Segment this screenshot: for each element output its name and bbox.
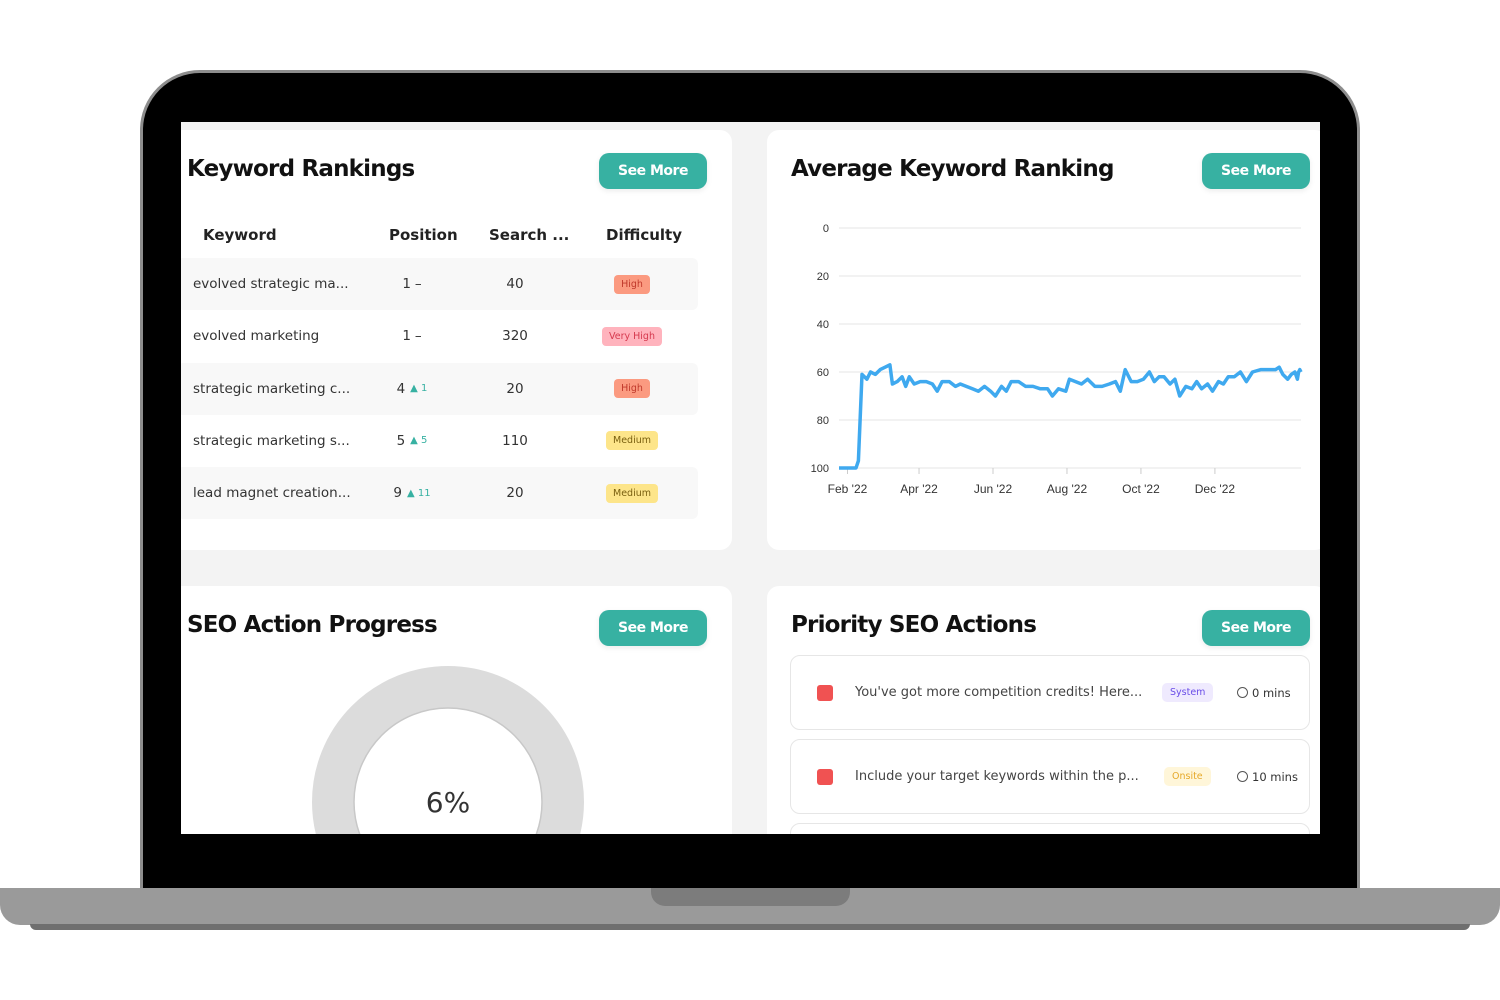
keyword-rankings-card: Keyword Rankings See More Keyword Positi… [181,130,732,550]
laptop-notch [651,888,850,906]
y-tick-label: 80 [817,415,829,427]
x-tick-label: Aug '22 [1047,482,1088,496]
action-tag: System [1162,683,1214,702]
search-volume-cell: 40 [506,276,524,292]
y-tick-label: 100 [811,463,829,475]
rank-up-indicator: ▲ 5 [410,435,428,447]
clock-icon [1237,771,1248,782]
position-cell: 1– [377,258,447,310]
rank-change: 11 [417,487,431,499]
average-ranking-chart: 0 20 40 60 80 100 Feb '22 Apr '22 Jun '22 Aug '22… [811,223,1303,496]
column-header-difficulty[interactable]: Difficulty [606,226,682,244]
difficulty-cell: Medium [577,467,687,519]
table-row[interactable]: evolved strategic ma... 1– 40 High [181,258,698,310]
column-header-keyword[interactable]: Keyword [203,226,277,244]
average-ranking-see-more-button[interactable]: See More [1202,153,1310,189]
column-header-search[interactable]: Search ... [489,226,570,244]
action-text: You've got more competition credits! Her… [855,685,1143,700]
seo-progress-card: SEO Action Progress See More 6% [181,586,732,834]
difficulty-cell: High [577,258,687,310]
search-volume-cell: 110 [502,432,528,449]
difficulty-cell: High [577,363,687,415]
progress-donut-track [312,666,584,834]
difficulty-badge: High [614,274,650,294]
action-tag: Onsite [1164,767,1211,786]
keyword-cell: strategic marketing s... [193,432,350,449]
difficulty-badge: Very High [602,326,662,346]
column-header-position[interactable]: Position [389,226,458,244]
action-time-text: 10 mins [1252,769,1298,784]
position-value: 5 [396,432,406,449]
action-text: Include your target keywords within the … [855,769,1139,784]
rank-change: – [414,276,422,292]
x-tick-label: Oct '22 [1122,482,1160,496]
y-tick-label: 0 [823,223,829,235]
rank-change: – [414,328,422,345]
difficulty-badge: Medium [606,483,658,503]
y-tick-label: 20 [817,271,829,283]
difficulty-cell: Very High [577,310,687,362]
average-ranking-title: Average Keyword Ranking [791,156,1114,182]
status-square-icon [817,685,833,701]
action-item-partial[interactable] [790,823,1310,834]
rank-change: 5 [421,435,428,447]
rank-up-indicator: ▲ 1 [410,383,428,395]
priority-actions-see-more-button[interactable]: See More [1202,610,1310,646]
x-tick-label: Dec '22 [1195,482,1236,496]
position-value: 1 [402,328,411,345]
position-value: 9 [393,485,402,502]
position-cell: 4 ▲ 1 [377,363,447,415]
keyword-cell: evolved strategic ma... [193,276,349,292]
search-volume-cell: 20 [506,485,524,502]
y-tick-label: 60 [817,367,829,379]
seo-progress-see-more-button[interactable]: See More [599,610,707,646]
rank-up-indicator: ▲ 11 [406,487,431,499]
table-row[interactable]: strategic marketing c... 4 ▲ 1 20 High [181,362,698,415]
search-volume-cell: 20 [506,380,524,397]
priority-actions-title: Priority SEO Actions [791,612,1037,638]
average-ranking-card: Average Keyword Ranking See More 0 20 40 60… [767,130,1320,550]
seo-progress-title: SEO Action Progress [187,612,438,638]
y-tick-label: 40 [817,319,829,331]
difficulty-badge: High [614,379,650,399]
progress-percent-label: 6% [425,786,471,819]
keyword-rankings-title: Keyword Rankings [187,156,415,182]
keyword-rankings-see-more-button[interactable]: See More [599,153,707,189]
keyword-cell: strategic marketing c... [193,380,351,397]
laptop-base-shadow [30,924,1470,930]
difficulty-badge: Medium [606,431,658,451]
position-value: 4 [396,380,406,397]
progress-donut-inner-edge [353,707,543,834]
difficulty-cell: Medium [577,415,687,467]
table-row[interactable]: lead magnet creation... 9 ▲ 11 20 Medium [181,467,698,520]
search-volume-cell: 320 [502,328,528,345]
action-time-text: 0 mins [1252,685,1291,700]
clock-icon [1237,687,1248,698]
position-cell: 5 ▲ 5 [377,415,447,467]
rank-change: 1 [421,383,428,395]
progress-donut [312,666,584,834]
position-cell: 9 ▲ 11 [377,467,447,519]
x-tick-label: Feb '22 [828,482,868,496]
action-time: 0 mins [1237,656,1291,729]
keyword-cell: evolved marketing [193,328,320,345]
x-tick-label: Apr '22 [900,482,938,496]
position-value: 1 [402,276,411,292]
table-row[interactable]: strategic marketing s... 5 ▲ 5 110 Medium [181,415,698,467]
x-tick-label: Jun '22 [974,482,1013,496]
table-row[interactable]: evolved marketing 1– 320 Very High [181,310,698,362]
keyword-cell: lead magnet creation... [193,485,351,502]
position-cell: 1– [377,310,447,362]
action-item[interactable]: Include your target keywords within the … [790,739,1310,814]
priority-actions-card: Priority SEO Actions See More You've got… [767,586,1320,834]
dashboard-screen: Keyword Rankings See More Keyword Positi… [181,122,1320,834]
action-time: 10 mins [1237,740,1298,813]
ranking-line [839,363,1303,470]
status-square-icon [817,769,833,785]
action-item[interactable]: You've got more competition credits! Her… [790,655,1310,730]
